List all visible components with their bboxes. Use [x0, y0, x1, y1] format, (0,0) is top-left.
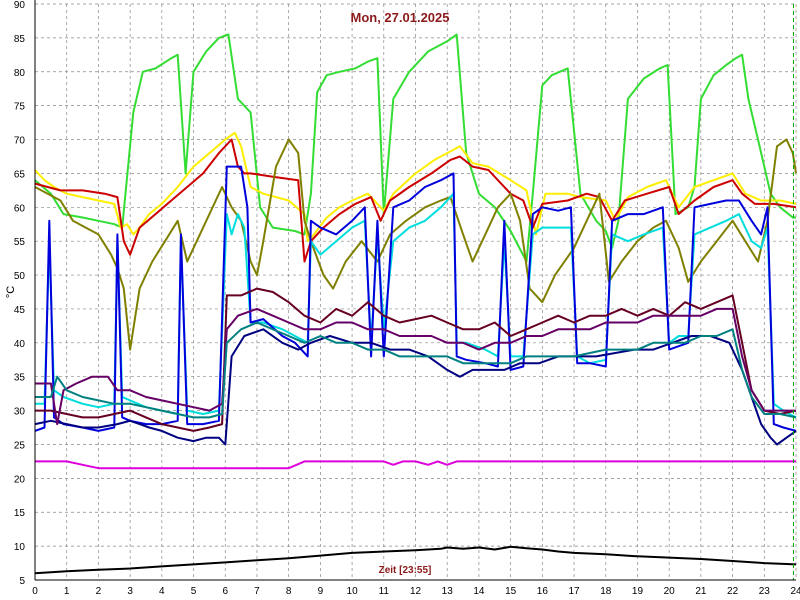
x-tick-label: 5	[191, 586, 197, 597]
y-tick-label: 40	[14, 339, 26, 350]
series-line-1	[34, 33, 796, 263]
x-tick-label: 10	[347, 586, 359, 597]
y-tick-label: 10	[14, 542, 26, 553]
x-tick-label: 16	[537, 586, 549, 597]
series-line-4	[34, 138, 797, 351]
y-axis-ticks: 5 10 15 20 25 30 35 40 45 50 55 60 65 70 75 80 85 90	[14, 0, 26, 587]
x-tick-label: 18	[600, 586, 612, 597]
x-tick-label: 23	[759, 586, 771, 597]
x-tick-label: 13	[442, 586, 454, 597]
series-line-2	[34, 131, 797, 243]
y-tick-label: 30	[14, 407, 26, 418]
grid	[35, 3, 797, 581]
series-line-3	[34, 138, 797, 263]
x-axis-ticks: 0 1 2 3 4 5 6 7 8 9 10 11 12 13 14 15 16 17 18 19 20 21 22 23 24	[32, 586, 800, 597]
series-line-9	[35, 307, 796, 426]
x-tick-label: 3	[127, 586, 133, 597]
x-tick-label: 22	[727, 586, 739, 597]
y-tick-label: 35	[14, 373, 26, 384]
y-tick-label: 70	[14, 136, 26, 147]
x-tick-label: 24	[790, 586, 800, 597]
series-line-6	[34, 165, 797, 432]
x-tick-label: 8	[286, 586, 292, 597]
y-tick-label: 80	[14, 68, 26, 79]
y-tick-label: 20	[14, 474, 26, 485]
y-tick-label: 60	[14, 203, 26, 214]
series-group	[34, 33, 797, 575]
y-axis-label: °C	[5, 286, 17, 298]
x-tick-label: 14	[473, 586, 485, 597]
y-tick-label: 65	[14, 169, 26, 180]
x-axis-label: Zeit [23:55]	[379, 565, 432, 576]
series-line-8	[35, 287, 797, 432]
y-tick-label: 90	[14, 0, 26, 11]
x-tick-label: 20	[664, 586, 676, 597]
y-tick-label: 25	[14, 440, 26, 451]
x-tick-label: 12	[410, 586, 422, 597]
y-tick-label: 15	[14, 508, 26, 519]
y-tick-label: 75	[14, 102, 26, 113]
series-line-11	[35, 460, 796, 470]
x-tick-label: 7	[254, 586, 260, 597]
y-tick-label: 5	[19, 576, 25, 587]
x-tick-label: 6	[222, 586, 228, 597]
x-tick-label: 0	[32, 586, 38, 597]
y-tick-label: 50	[14, 271, 26, 282]
x-tick-label: 19	[632, 586, 644, 597]
x-tick-label: 1	[64, 586, 70, 597]
x-tick-label: 2	[96, 586, 102, 597]
x-tick-label: 4	[159, 586, 165, 597]
y-tick-label: 85	[14, 34, 26, 45]
y-tick-label: 55	[14, 237, 26, 248]
x-tick-label: 17	[568, 586, 580, 597]
y-tick-label: 45	[14, 305, 26, 316]
series-line-12	[34, 545, 797, 575]
series-line-10	[35, 321, 797, 419]
x-tick-label: 15	[505, 586, 517, 597]
chart-title: Mon, 27.01.2025	[351, 10, 450, 25]
x-tick-label: 21	[695, 586, 707, 597]
x-tick-label: 11	[379, 586, 390, 597]
x-tick-label: 9	[318, 586, 324, 597]
